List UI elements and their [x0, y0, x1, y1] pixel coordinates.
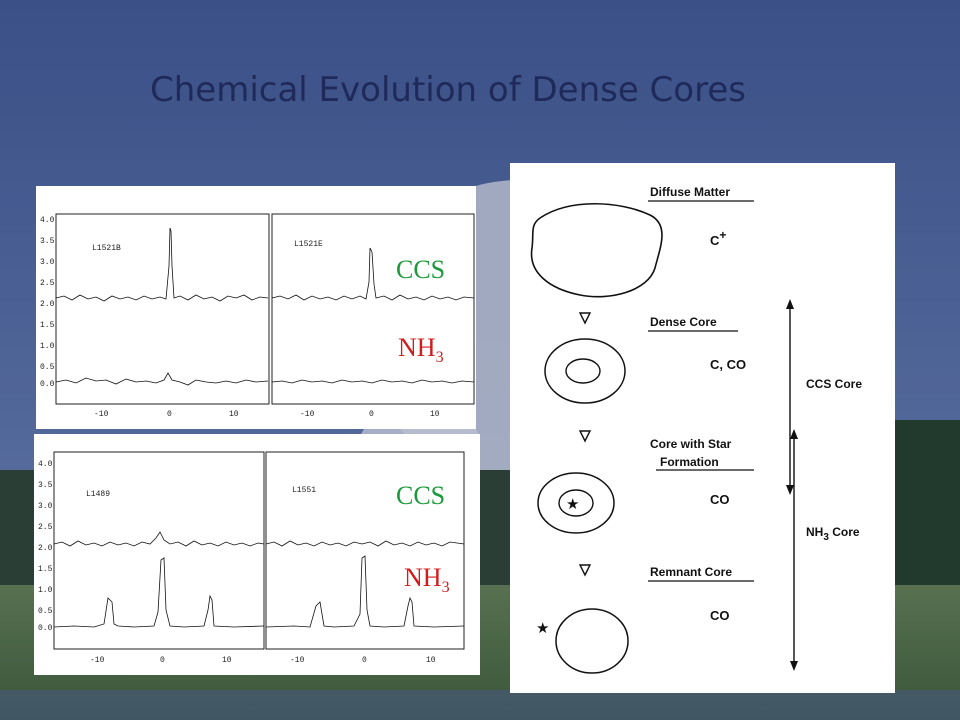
slide-title: Chemical Evolution of Dense Cores	[150, 70, 746, 110]
source-label-l1521e: L1521E	[294, 240, 323, 249]
svg-text:2.0: 2.0	[40, 300, 55, 309]
svg-text:0.0: 0.0	[38, 624, 53, 633]
evolution-diagram: Diffuse Matter C+ Dense Core C, CO Core …	[530, 185, 862, 674]
star-core-outer-contour	[537, 472, 615, 534]
stage-label-dense-core: Dense Core	[650, 315, 717, 329]
ccs-label-top: CCS	[396, 255, 445, 284]
spectra-plot-top: 4.0 3.5 3.0 2.5 2.0 1.5 1.0 0.5 0.0 -10 …	[40, 213, 475, 419]
source-label-l1521b: L1521B	[92, 244, 121, 253]
svg-text:0: 0	[167, 410, 172, 419]
star-icon: ★	[536, 619, 549, 637]
down-arrowhead-icon	[790, 661, 798, 671]
svg-text:4.0: 4.0	[38, 460, 53, 469]
svg-text:1.0: 1.0	[38, 586, 53, 595]
up-arrowhead-icon	[786, 299, 794, 309]
ccs-spectrum-l1521b	[55, 227, 269, 302]
spectra-panel-top: 4.0 3.5 3.0 2.5 2.0 1.5 1.0 0.5 0.0 -10 …	[36, 186, 476, 429]
dense-core-outer-contour	[544, 338, 626, 404]
x-axis-ticks-top: -10 0 10 -10 0 10	[94, 410, 440, 419]
x-axis-ticks-bottom: -10 0 10 -10 0 10	[90, 656, 436, 665]
svg-text:1.5: 1.5	[40, 321, 55, 330]
svg-text:3.5: 3.5	[38, 481, 53, 490]
chem-co-remnant: CO	[710, 608, 730, 623]
svg-text:-10: -10	[290, 656, 305, 665]
svg-text:10: 10	[222, 656, 232, 665]
down-arrowhead-icon	[786, 485, 794, 495]
svg-text:0: 0	[160, 656, 165, 665]
y-axis-ticks-top: 4.0 3.5 3.0 2.5 2.0 1.5 1.0 0.5 0.0	[40, 216, 55, 389]
svg-text:1.5: 1.5	[38, 565, 53, 574]
ccs-core-label: CCS Core	[806, 377, 862, 391]
nh3-spectrum-l1551	[265, 555, 465, 628]
svg-text:3.0: 3.0	[38, 502, 53, 511]
ccs-spectrum-l1489	[53, 531, 265, 547]
up-arrowhead-icon	[790, 429, 798, 439]
stage-label-remnant-core: Remnant Core	[650, 565, 732, 579]
svg-text:10: 10	[229, 410, 239, 419]
nh3-spectrum-l1521b	[55, 372, 269, 386]
nh3-label-top: NH3	[398, 333, 444, 366]
chem-c-plus: C+	[710, 228, 726, 248]
svg-text:3.5: 3.5	[40, 237, 55, 246]
ccs-spectrum-l1521e	[271, 247, 475, 301]
svg-text:2.5: 2.5	[38, 523, 53, 532]
nh3-spectrum-l1489	[53, 557, 265, 628]
ccs-label-bottom: CCS	[396, 481, 445, 510]
remnant-core-contour	[555, 608, 629, 674]
stage-label-core-with-star: Core with Star	[650, 437, 732, 451]
svg-text:1.0: 1.0	[40, 342, 55, 351]
svg-text:-10: -10	[94, 410, 109, 419]
star-icon: ★	[566, 495, 579, 513]
dense-core-inner-contour	[565, 358, 601, 384]
down-arrow-icon	[578, 430, 592, 443]
svg-text:3.0: 3.0	[40, 258, 55, 267]
source-label-l1489: L1489	[86, 490, 110, 499]
svg-text:-10: -10	[90, 656, 105, 665]
svg-text:0: 0	[362, 656, 367, 665]
svg-text:0: 0	[369, 410, 374, 419]
ccs-spectrum-l1551	[265, 540, 465, 547]
svg-text:0.0: 0.0	[40, 380, 55, 389]
nh3-spectrum-l1521e	[271, 379, 475, 384]
nh3-core-label: NH3 Core	[806, 525, 860, 543]
svg-text:2.5: 2.5	[40, 279, 55, 288]
nh3-label-bottom: NH3	[404, 563, 450, 596]
y-axis-ticks-bottom: 4.0 3.5 3.0 2.5 2.0 1.5 1.0 0.5 0.0	[38, 460, 53, 633]
down-arrow-icon	[578, 312, 592, 325]
svg-text:0.5: 0.5	[40, 363, 55, 372]
star-core-inner-contour	[558, 489, 594, 517]
source-label-l1551: L1551	[292, 486, 316, 495]
svg-text:4.0: 4.0	[40, 216, 55, 225]
down-arrow-icon	[578, 564, 592, 577]
svg-text:10: 10	[426, 656, 436, 665]
svg-text:10: 10	[430, 410, 440, 419]
stage-label-formation: Formation	[660, 455, 719, 469]
chem-co-star: CO	[710, 492, 730, 507]
evolution-diagram-panel: Diffuse Matter C+ Dense Core C, CO Core …	[510, 163, 895, 693]
svg-text:-10: -10	[300, 410, 315, 419]
stage-label-diffuse-matter: Diffuse Matter	[650, 185, 730, 199]
spectra-plot-bottom: 4.0 3.5 3.0 2.5 2.0 1.5 1.0 0.5 0.0 -10 …	[38, 451, 465, 665]
svg-text:0.5: 0.5	[38, 607, 53, 616]
chem-c-co: C, CO	[710, 357, 746, 372]
diffuse-cloud-contour	[530, 203, 663, 298]
spectra-panel-bottom: 4.0 3.5 3.0 2.5 2.0 1.5 1.0 0.5 0.0 -10 …	[34, 434, 480, 675]
svg-text:2.0: 2.0	[38, 544, 53, 553]
